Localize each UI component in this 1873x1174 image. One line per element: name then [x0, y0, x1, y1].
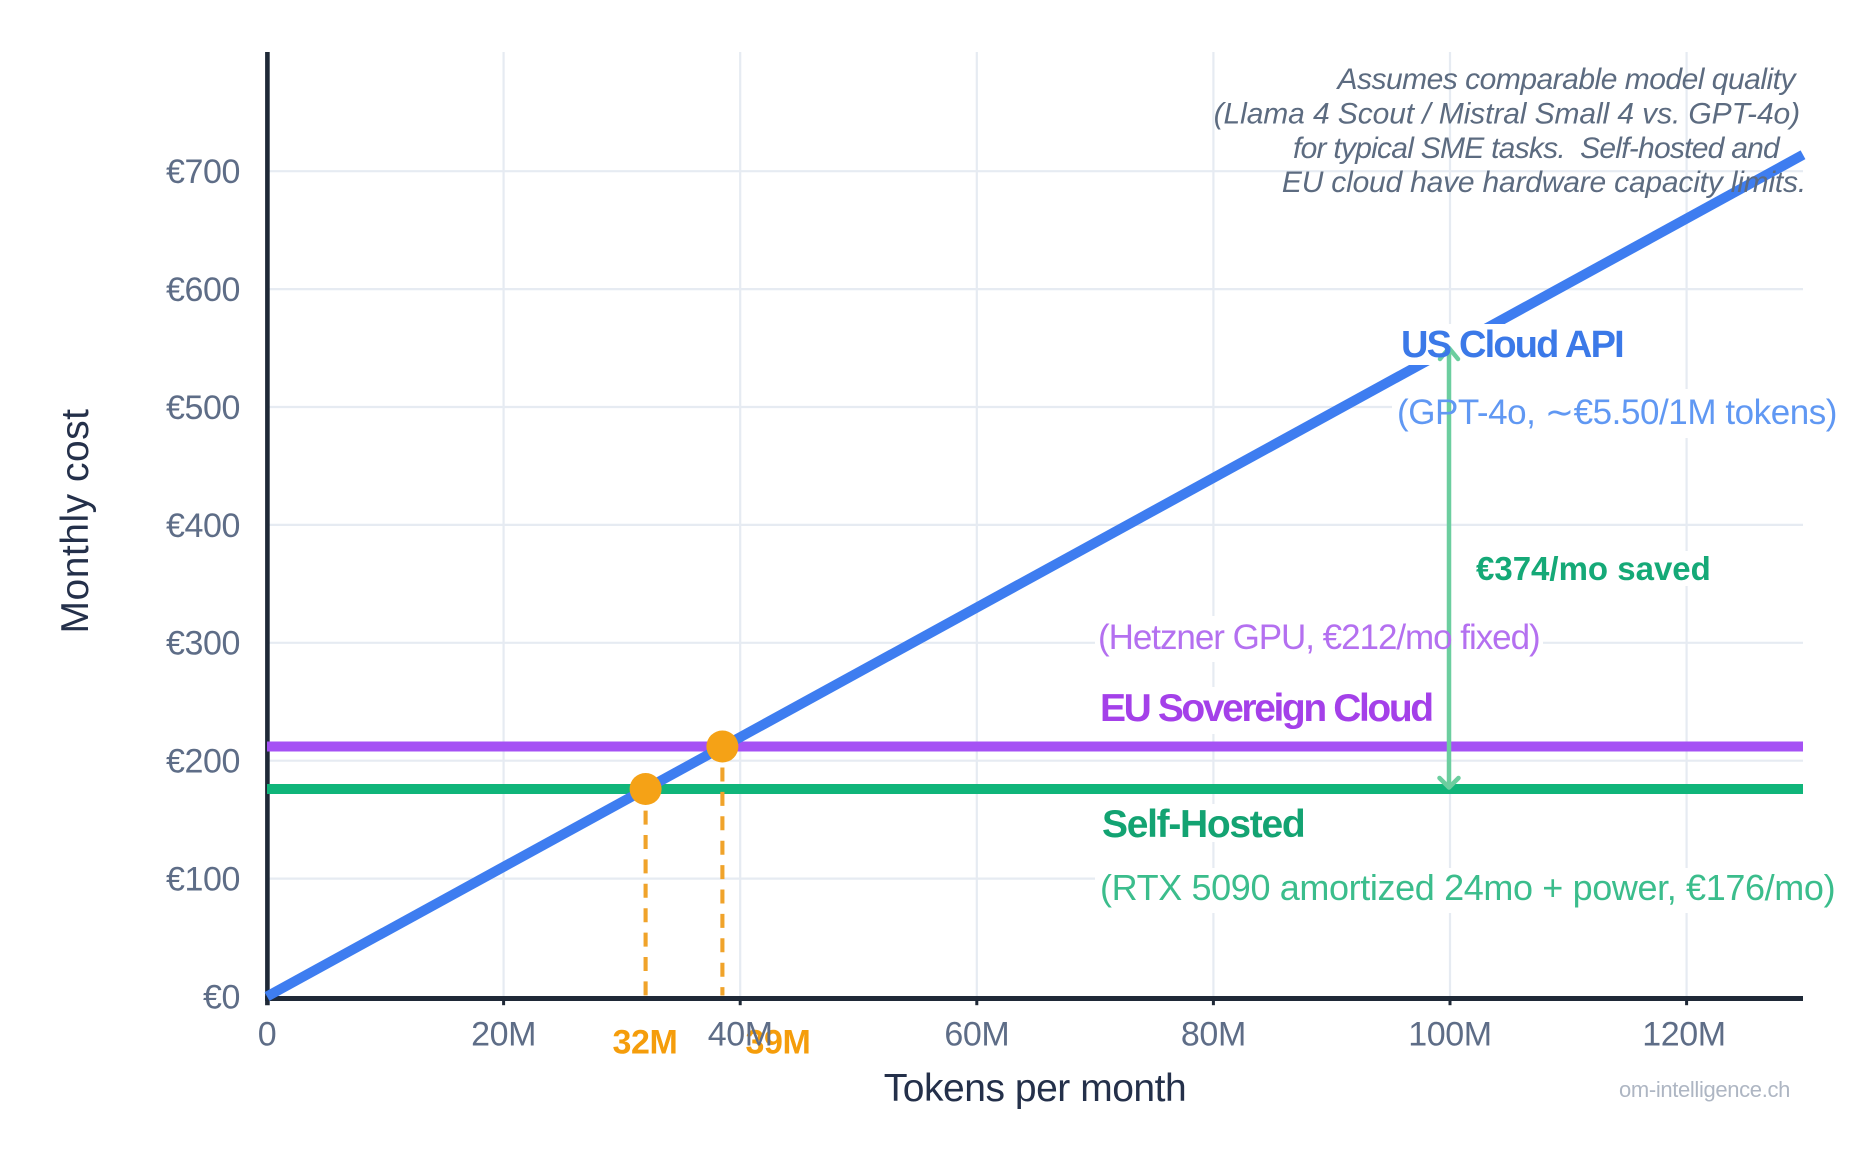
svg-text:€500: €500 — [166, 389, 240, 427]
svg-text:for typical SME tasks. Self-h: for typical SME tasks. Self-hosted and — [1293, 132, 1781, 165]
svg-text:EU cloud have hardware capacit: EU cloud have hardware capacity limits. — [1282, 166, 1806, 199]
svg-text:20M: 20M — [471, 1016, 536, 1054]
svg-text:32M: 32M — [613, 1024, 678, 1062]
svg-text:(GPT-4o, ∼€5.50/1M tokens): (GPT-4o, ∼€5.50/1M tokens) — [1397, 393, 1837, 432]
svg-text:€200: €200 — [166, 743, 240, 781]
svg-text:(Hetzner GPU, €212/mo fixed): (Hetzner GPU, €212/mo fixed) — [1098, 618, 1540, 657]
svg-text:om-intelligence.ch: om-intelligence.ch — [1619, 1077, 1790, 1102]
svg-text:€400: €400 — [166, 507, 240, 545]
svg-text:80M: 80M — [1181, 1016, 1246, 1054]
svg-text:Assumes comparable model quali: Assumes comparable model quality — [1335, 63, 1797, 96]
svg-text:100M: 100M — [1408, 1016, 1491, 1054]
svg-text:Self-Hosted: Self-Hosted — [1102, 803, 1304, 846]
svg-text:€700: €700 — [166, 153, 240, 191]
svg-text:60M: 60M — [944, 1016, 1009, 1054]
svg-text:Monthly cost: Monthly cost — [54, 409, 97, 634]
svg-text:Tokens per month: Tokens per month — [884, 1067, 1186, 1110]
svg-text:40M: 40M — [708, 1016, 773, 1054]
svg-text:0: 0 — [258, 1016, 277, 1054]
svg-text:39M: 39M — [746, 1024, 811, 1062]
svg-text:€300: €300 — [166, 625, 240, 663]
svg-text:(RTX 5090 amortized 24mo + pow: (RTX 5090 amortized 24mo + power, €176/m… — [1100, 867, 1835, 908]
svg-text:€100: €100 — [166, 861, 240, 899]
svg-text:120M: 120M — [1642, 1016, 1725, 1054]
svg-text:EU Sovereign Cloud: EU Sovereign Cloud — [1100, 687, 1432, 730]
svg-text:(Llama 4 Scout / Mistral Small: (Llama 4 Scout / Mistral Small 4 vs. GPT… — [1214, 98, 1800, 131]
svg-text:€0: €0 — [203, 978, 240, 1016]
svg-text:€374/mo saved: €374/mo saved — [1476, 550, 1711, 587]
svg-text:€600: €600 — [166, 271, 240, 309]
svg-text:US Cloud API: US Cloud API — [1401, 324, 1623, 366]
